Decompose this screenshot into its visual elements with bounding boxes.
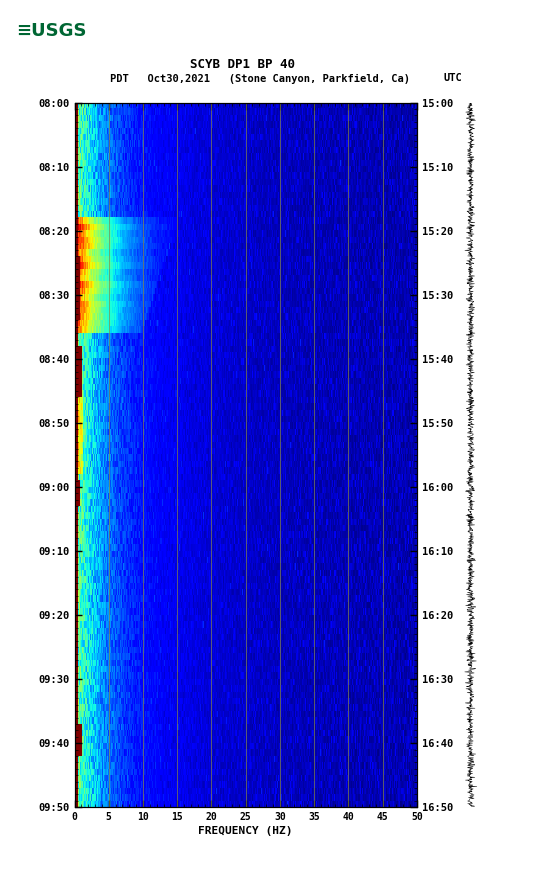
X-axis label: FREQUENCY (HZ): FREQUENCY (HZ) [198,826,293,837]
Text: ≡USGS: ≡USGS [17,22,87,40]
Text: UTC: UTC [443,73,462,84]
Text: SCYB DP1 BP 40: SCYB DP1 BP 40 [190,58,295,70]
Text: PDT   Oct30,2021   (Stone Canyon, Parkfield, Ca): PDT Oct30,2021 (Stone Canyon, Parkfield,… [110,73,410,84]
